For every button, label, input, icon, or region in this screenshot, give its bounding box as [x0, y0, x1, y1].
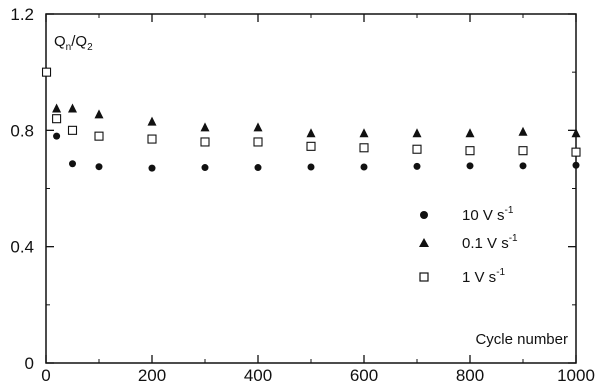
- data-point-series-1: [94, 109, 104, 119]
- data-point-series-1: [359, 128, 369, 138]
- data-point-series-1: [68, 103, 77, 113]
- x-tick-label: 800: [456, 366, 484, 384]
- x-tick-label: 1000: [557, 366, 595, 384]
- data-point-series-1: [465, 128, 475, 138]
- y-axis-label-sub1: n: [66, 42, 72, 53]
- legend: 10 V s-1 0.1 V s-1 1 V s-1: [419, 205, 518, 286]
- data-point-series-1: [52, 103, 62, 113]
- data-point-series-2: [41, 67, 52, 77]
- data-point-series-0: [413, 162, 421, 170]
- x-tick-label: 200: [138, 366, 166, 384]
- data-point-series-1: [412, 128, 422, 138]
- x-tick-label: 600: [350, 366, 378, 384]
- y-tick-label: 1.2: [10, 5, 34, 24]
- data-point-series-2: [147, 134, 157, 144]
- data-point-series-0: [69, 160, 76, 168]
- y-axis-label-sub2: 2: [87, 42, 93, 53]
- data-point-series-2: [67, 125, 78, 135]
- data-point-series-1: [147, 116, 157, 126]
- data-point-series-2: [52, 114, 62, 124]
- data-point-series-0: [519, 162, 527, 170]
- data-point-series-2: [94, 131, 104, 141]
- legend-marker-0.1vs: [419, 238, 429, 247]
- data-point-series-0: [360, 163, 368, 171]
- y-tick-label: 0: [25, 354, 34, 373]
- axis-ticks: [45, 13, 577, 364]
- data-point-series-0: [53, 132, 61, 140]
- data-point-series-0: [466, 162, 474, 170]
- x-tick-label: 400: [244, 366, 272, 384]
- data-point-series-2: [465, 146, 475, 156]
- data-points: [41, 67, 581, 172]
- data-point-series-0: [572, 161, 580, 169]
- data-point-series-0: [201, 164, 209, 172]
- data-point-series-2: [306, 141, 316, 151]
- data-point-series-1: [306, 128, 316, 138]
- legend-label-1vs: 1 V s-1: [462, 267, 506, 286]
- legend-marker-10vs: [420, 211, 428, 219]
- data-point-series-2: [253, 137, 263, 147]
- data-point-series-1: [200, 122, 210, 132]
- data-point-series-1: [253, 122, 263, 132]
- axis-tick-labels: 0 200 400 600 800 1000 0 0.4 0.8 1.2: [10, 5, 595, 384]
- y-axis-label: Qn/Q2: [54, 33, 93, 53]
- legend-label-0.1vs: 0.1 V s-1: [462, 233, 518, 252]
- data-point-series-0: [95, 163, 103, 171]
- data-point-series-2: [200, 137, 210, 147]
- data-point-series-2: [571, 147, 581, 157]
- data-point-series-1: [571, 128, 581, 138]
- y-axis-label-sep: /Q: [71, 33, 87, 50]
- x-axis-label: Cycle number: [475, 331, 568, 348]
- data-point-series-1: [518, 126, 528, 136]
- data-point-series-2: [412, 144, 422, 154]
- data-point-series-0: [148, 164, 156, 172]
- x-tick-label: 0: [41, 366, 50, 384]
- data-point-series-2: [359, 143, 369, 153]
- legend-label-10vs: 10 V s-1: [462, 205, 514, 224]
- plot-frame: [45, 13, 577, 364]
- y-tick-label: 0.8: [10, 121, 34, 140]
- y-tick-label: 0.4: [10, 238, 34, 257]
- data-point-series-0: [307, 163, 315, 171]
- data-point-series-0: [254, 164, 262, 172]
- data-point-series-2: [518, 146, 528, 156]
- legend-marker-1vs: [419, 272, 429, 282]
- y-axis-label-main: Q: [54, 33, 66, 50]
